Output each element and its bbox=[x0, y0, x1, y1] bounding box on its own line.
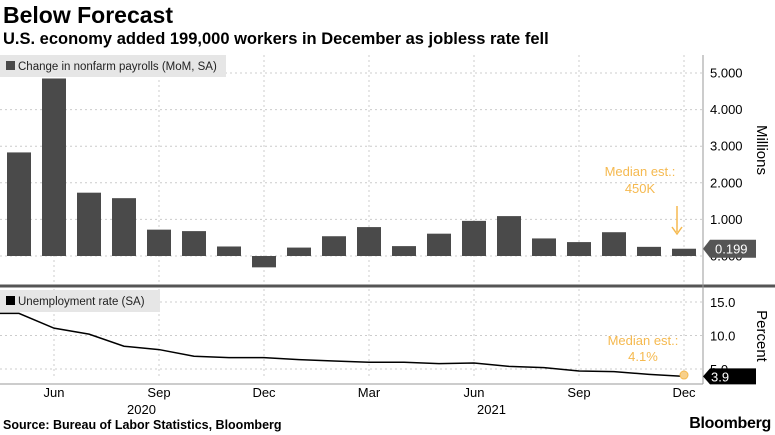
payroll-bar bbox=[77, 192, 101, 256]
bottom-legend-swatch bbox=[6, 296, 15, 305]
bottom-y-tick-label: 15.0 bbox=[710, 295, 735, 310]
payroll-bar bbox=[637, 246, 661, 256]
payroll-bar bbox=[252, 256, 276, 268]
bottom-estimate-marker bbox=[679, 370, 689, 380]
x-tick-label: Jun bbox=[44, 385, 65, 400]
top-annotation-arrow-head bbox=[671, 226, 683, 236]
bottom-annotation-line-2: 4.1% bbox=[628, 349, 658, 364]
top-last-value-label: 0.199 bbox=[715, 242, 748, 257]
payroll-bar bbox=[182, 231, 206, 256]
source-note: Source: Bureau of Labor Statistics, Bloo… bbox=[3, 418, 282, 432]
bottom-y-tick-label: 10.0 bbox=[710, 329, 735, 344]
payroll-bar bbox=[567, 242, 591, 256]
payroll-bar bbox=[357, 227, 381, 256]
top-y-axis-title: Millions bbox=[753, 125, 770, 175]
top-legend-label: Change in nonfarm payrolls (MoM, SA) bbox=[18, 61, 217, 73]
top-y-tick-label: 5.000 bbox=[710, 66, 743, 81]
payroll-bar bbox=[217, 246, 241, 256]
top-annotation-line-2: 450K bbox=[625, 181, 656, 196]
bottom-annotation-line-1: Median est.: bbox=[608, 333, 679, 348]
payroll-bar bbox=[112, 198, 136, 256]
payroll-bar bbox=[322, 236, 346, 256]
top-y-tick-label: 4.000 bbox=[710, 102, 743, 117]
top-y-tick-label: 2.000 bbox=[710, 175, 743, 190]
top-y-tick-label: 3.000 bbox=[710, 139, 743, 154]
top-legend-swatch bbox=[6, 61, 15, 70]
bottom-legend-label: Unemployment rate (SA) bbox=[18, 296, 145, 308]
payroll-bar bbox=[42, 78, 66, 257]
payroll-bar bbox=[497, 216, 521, 256]
payroll-bar bbox=[147, 229, 171, 256]
chart-title: Below Forecast bbox=[3, 2, 173, 28]
payroll-bar bbox=[532, 238, 556, 256]
top-legend-background bbox=[0, 55, 226, 77]
top-y-tick-label: 1.000 bbox=[710, 212, 743, 227]
payroll-bar bbox=[427, 233, 451, 256]
bloomberg-logo: Bloomberg bbox=[689, 415, 771, 432]
top-last-value-tag bbox=[703, 239, 756, 258]
payroll-bar bbox=[392, 246, 416, 256]
payroll-bar bbox=[7, 152, 31, 256]
x-tick-label: Jun bbox=[464, 385, 485, 400]
payroll-bar bbox=[602, 232, 626, 256]
x-year-label: 2020 bbox=[127, 402, 156, 417]
x-tick-label: Sep bbox=[147, 385, 170, 400]
x-year-label: 2021 bbox=[477, 402, 506, 417]
top-annotation-line-1: Median est.: bbox=[605, 164, 676, 179]
x-tick-label: Dec bbox=[672, 385, 696, 400]
x-tick-label: Mar bbox=[358, 385, 381, 400]
x-tick-label: Sep bbox=[567, 385, 590, 400]
bottom-last-value-label: 3.9 bbox=[711, 369, 729, 384]
unemployment-line bbox=[0, 312, 685, 378]
x-tick-label: Dec bbox=[252, 385, 276, 400]
bottom-y-axis-title: Percent bbox=[753, 310, 770, 363]
bottom-last-value-tag bbox=[703, 368, 756, 385]
chart-subtitle: U.S. economy added 199,000 workers in De… bbox=[3, 30, 549, 48]
bottom-legend-background bbox=[0, 290, 160, 312]
payroll-bar bbox=[462, 220, 486, 256]
payroll-bar bbox=[287, 247, 311, 256]
payroll-bar bbox=[672, 248, 696, 256]
